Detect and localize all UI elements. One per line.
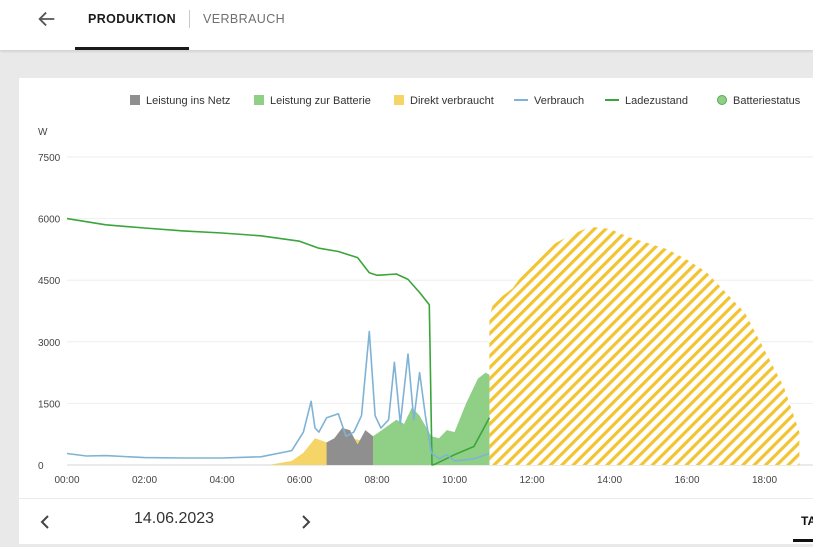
legend-item-leistung-ins-netz[interactable]: Leistung ins Netz xyxy=(130,94,230,108)
x-tick-label: 04:00 xyxy=(209,475,234,486)
x-tick-label: 14:00 xyxy=(597,475,622,486)
legend-label: Ladezustand xyxy=(625,95,688,107)
legend-item-batteriestatus[interactable]: Batteriestatus xyxy=(717,94,800,108)
y-axis-unit: W xyxy=(38,127,48,138)
legend-label: Leistung zur Batterie xyxy=(270,95,371,107)
production-chart: W 7500 6000 4500 3000 1500 0 00:00 02:00 04:00 06:… xyxy=(38,127,813,486)
period-tab-indicator xyxy=(793,539,813,542)
tab-verbrauch[interactable]: VERBRAUCH xyxy=(203,12,286,26)
x-tick-label: 10:00 xyxy=(442,475,467,486)
legend-line xyxy=(514,99,528,101)
legend-item-ladezustand[interactable]: Ladezustand xyxy=(605,94,688,108)
x-tick-label: 08:00 xyxy=(364,475,389,486)
legend-item-direkt-verbraucht[interactable]: Direkt verbraucht xyxy=(394,94,494,108)
chevron-left-icon[interactable] xyxy=(37,513,55,531)
legend-item-verbrauch[interactable]: Verbrauch xyxy=(514,94,584,108)
legend-swatch xyxy=(130,95,140,105)
legend-label: Leistung ins Netz xyxy=(146,95,231,107)
date-label[interactable]: 14.06.2023 xyxy=(134,510,215,527)
period-tab-day[interactable]: TA xyxy=(801,514,813,528)
legend-swatch xyxy=(254,95,264,105)
x-tick-label: 06:00 xyxy=(287,475,312,486)
y-tick-label: 4500 xyxy=(38,276,61,287)
series-ladezustand-line xyxy=(66,217,491,466)
series-prognose-area xyxy=(489,226,800,465)
series-leistung-zur-batterie-area xyxy=(373,372,490,465)
legend-label: Direkt verbraucht xyxy=(410,95,494,107)
x-tick-label: 12:00 xyxy=(519,475,544,486)
series-verbrauch-line xyxy=(66,330,490,462)
y-tick-label: 1500 xyxy=(38,399,61,410)
legend-label: Batteriestatus xyxy=(733,95,801,107)
tab-divider xyxy=(189,10,190,28)
label-layer: W 7500 6000 4500 3000 1500 0 00:00 02:00 04:00 06:… xyxy=(38,127,777,486)
legend-dot xyxy=(717,95,727,105)
chart-card: Leistung ins Netz Leistung zur Batterie … xyxy=(19,78,813,544)
x-tick-label: 18:00 xyxy=(752,475,777,486)
x-tick-label: 00:00 xyxy=(54,475,79,486)
line-layer xyxy=(66,217,491,466)
y-tick-label: 3000 xyxy=(38,338,61,349)
arrow-left-icon[interactable] xyxy=(36,8,58,30)
legend-swatch xyxy=(394,95,404,105)
chevron-right-icon[interactable] xyxy=(296,513,314,531)
area-layer xyxy=(268,226,800,465)
date-navigation: 14.06.2023 TA xyxy=(19,498,813,544)
series-leistung-ins-netz-area xyxy=(326,428,374,465)
y-tick-label: 6000 xyxy=(38,215,61,226)
legend-item-leistung-zur-batterie[interactable]: Leistung zur Batterie xyxy=(254,94,371,108)
y-tick-label: 7500 xyxy=(38,153,61,164)
x-tick-label: 02:00 xyxy=(132,475,157,486)
legend-line xyxy=(605,99,619,101)
tab-produktion[interactable]: PRODUKTION xyxy=(75,12,189,50)
x-tick-label: 16:00 xyxy=(674,475,699,486)
top-bar: PRODUKTION VERBRAUCH xyxy=(0,0,813,50)
legend-label: Verbrauch xyxy=(534,95,585,107)
y-tick-label: 0 xyxy=(38,461,44,472)
